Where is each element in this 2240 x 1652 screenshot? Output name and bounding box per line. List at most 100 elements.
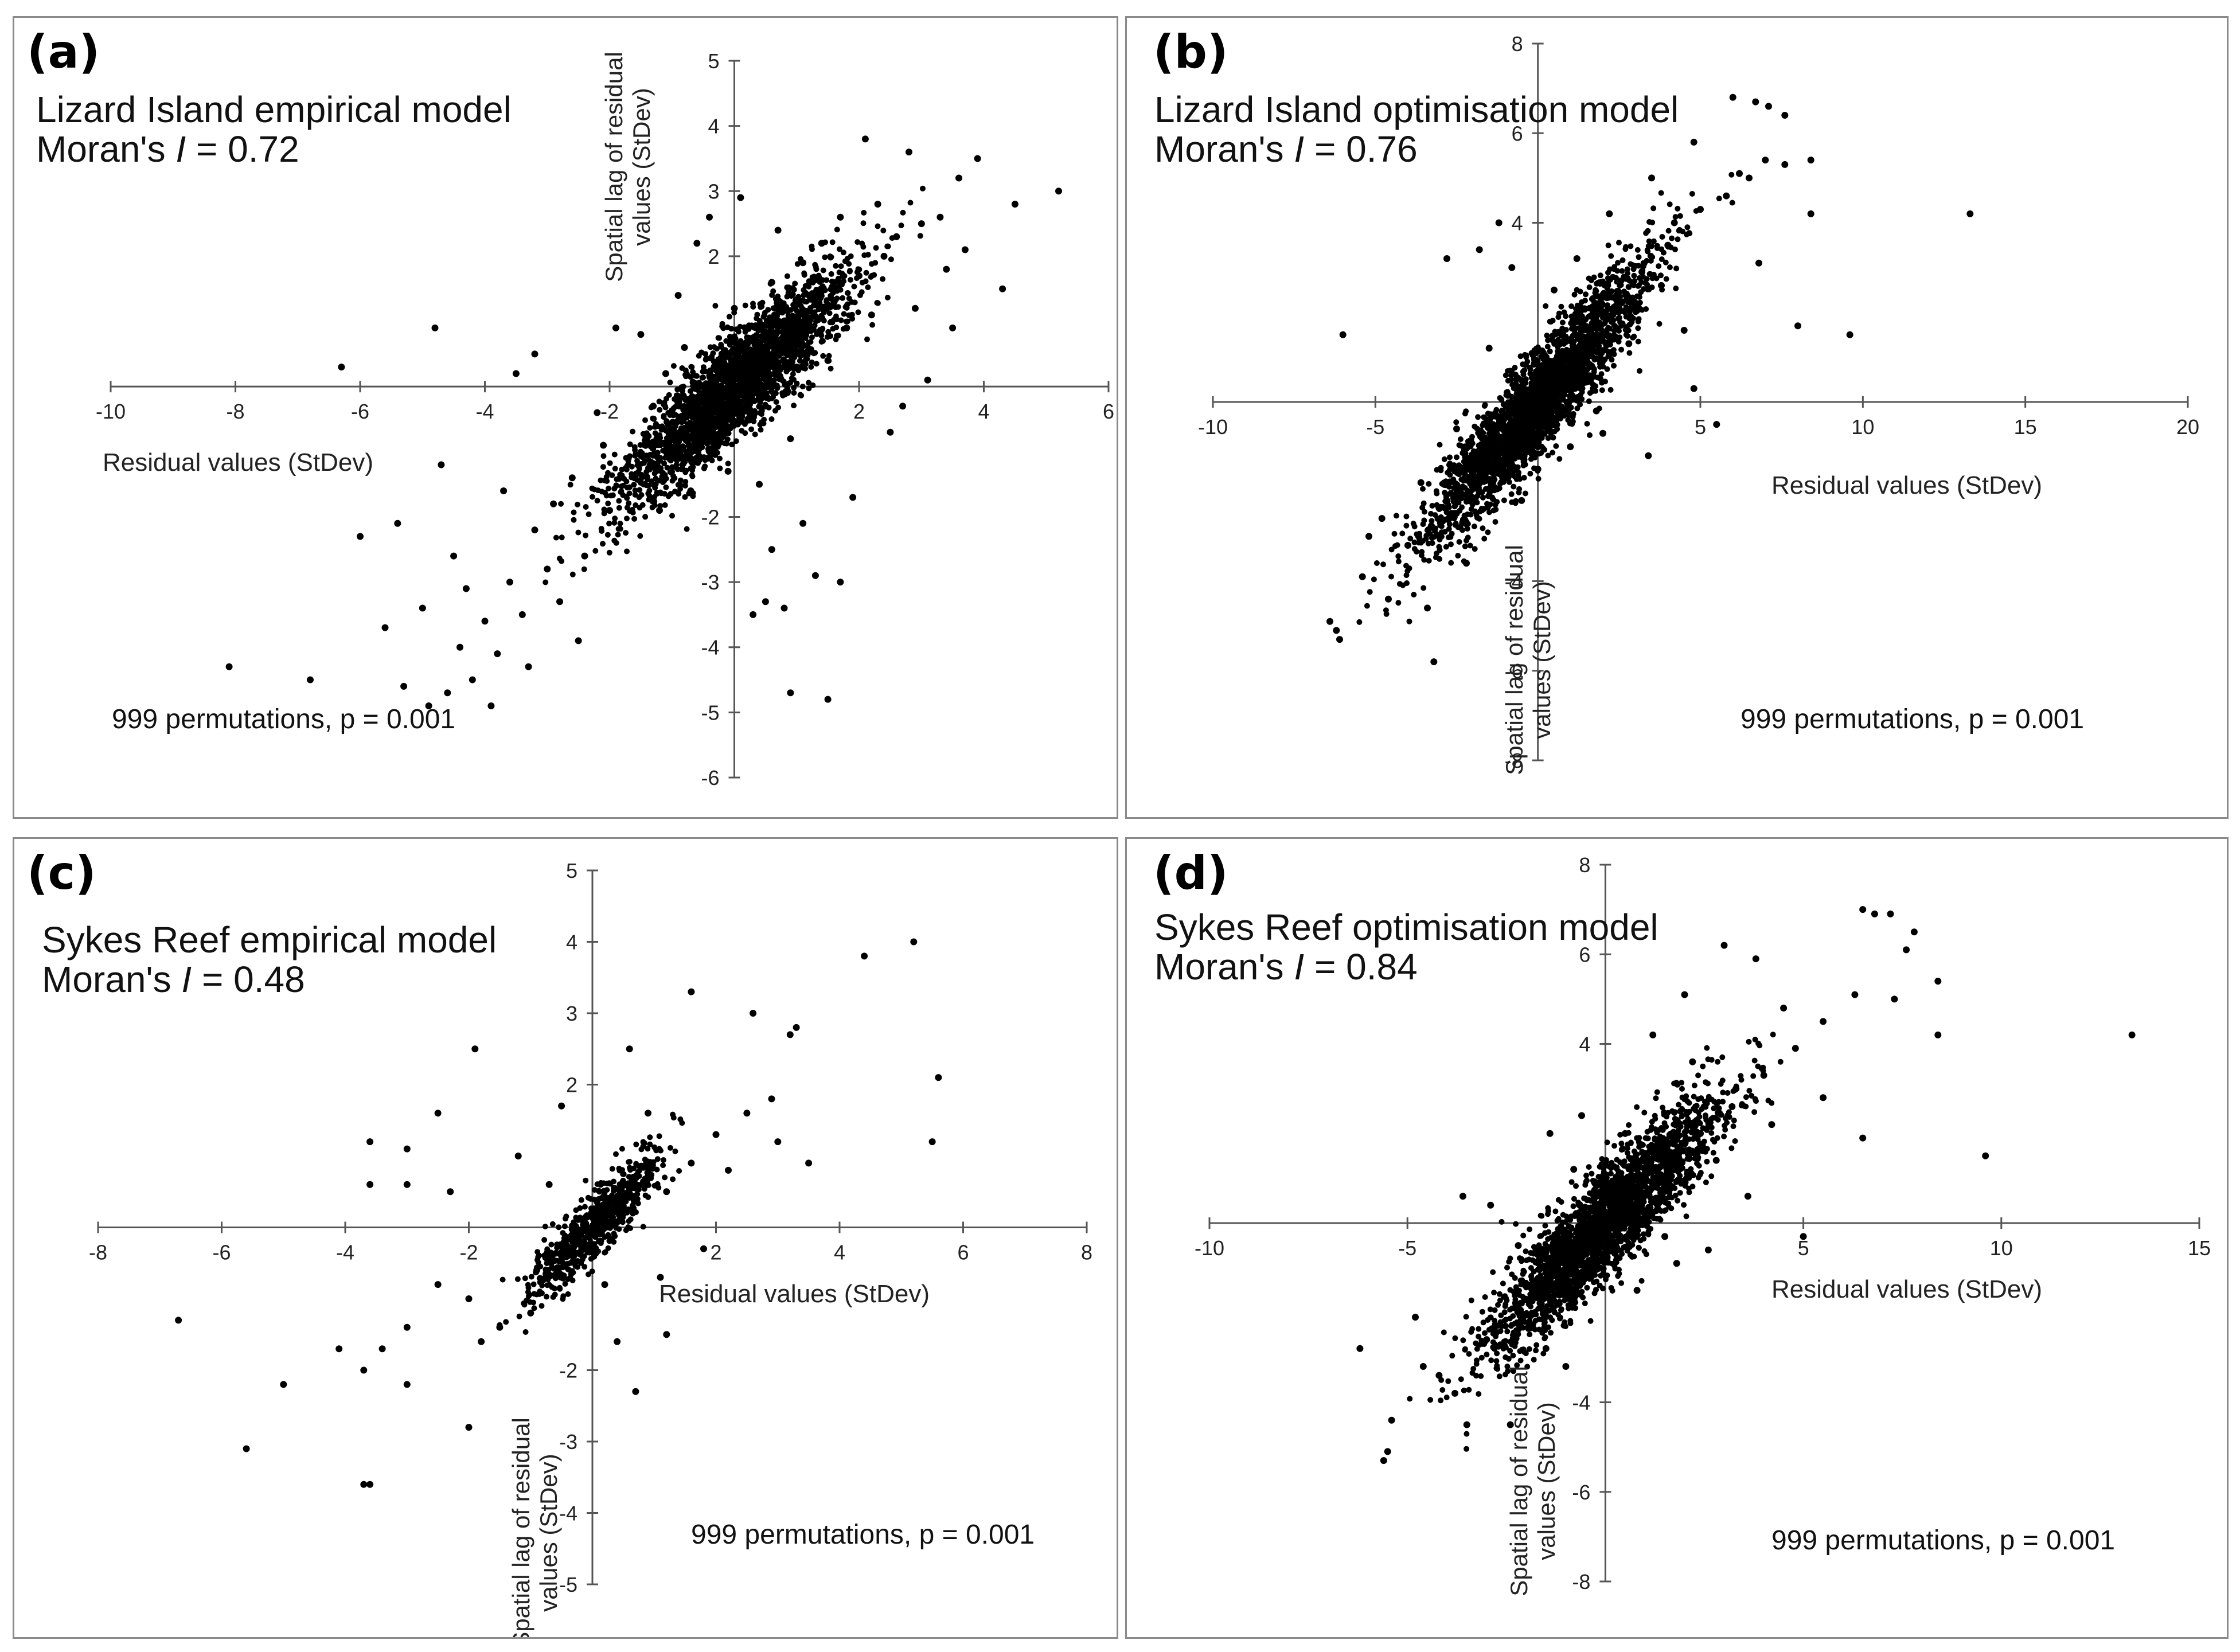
cloud-dot [838, 317, 844, 323]
y-tick-label: 3 [708, 179, 719, 203]
cloud-dot [1373, 560, 1380, 566]
cloud-dot [744, 377, 750, 383]
cloud-dot [618, 489, 624, 495]
cloud-dot [813, 287, 819, 293]
cloud-dot [695, 431, 701, 438]
cloud-dot [794, 261, 801, 267]
permutations-note-a: 999 permutations, p = 0.001 [112, 704, 456, 735]
cloud-dot [1618, 323, 1624, 329]
scatter-point [868, 311, 875, 319]
cloud-dot [798, 392, 805, 399]
scatter-point [811, 572, 819, 579]
cloud-dot [751, 347, 757, 353]
cloud-dot [768, 385, 775, 392]
cloud-dot [774, 385, 781, 391]
y-tick-label: 5 [708, 49, 719, 73]
cloud-dot [801, 361, 806, 368]
cloud-dot [784, 294, 790, 300]
cloud-dot [653, 423, 659, 428]
cloud-dot [730, 346, 736, 352]
cloud-dot [821, 318, 827, 324]
cloud-dot [828, 254, 834, 260]
cloud-dot [1650, 205, 1657, 212]
scatter-point [525, 663, 532, 670]
cloud-dot [1464, 526, 1470, 532]
cloud-dot [808, 364, 814, 370]
cloud-dot [1578, 377, 1585, 383]
cloud-dot [1501, 497, 1507, 503]
cloud-dot [629, 463, 635, 470]
cloud-dot [737, 356, 743, 362]
cloud-dot [1605, 302, 1610, 308]
cloud-dot [755, 367, 760, 373]
cloud-dot [630, 428, 636, 435]
cloud-dot [1448, 510, 1454, 516]
cloud-dot [732, 404, 738, 411]
cloud-dot [1571, 327, 1578, 333]
cloud-dot [543, 579, 549, 585]
cloud-dot [1565, 417, 1571, 423]
cloud-dot [761, 357, 767, 363]
cloud-dot [865, 252, 871, 258]
scatter-point [830, 298, 838, 306]
cloud-dot [806, 278, 812, 284]
cloud-dot [776, 376, 782, 382]
cloud-dot [1443, 494, 1449, 501]
scatter-point [806, 318, 813, 325]
cloud-dot [815, 315, 821, 321]
cloud-dot [1628, 243, 1634, 249]
cloud-dot [1461, 491, 1468, 498]
cloud-dot [803, 290, 809, 296]
cloud-dot [1492, 519, 1498, 525]
cloud-dot [611, 486, 618, 492]
cloud-dot [820, 353, 826, 359]
scatter-point [581, 552, 588, 560]
x-tick-label: 10 [1851, 415, 1874, 439]
cloud-dot [656, 399, 662, 405]
cloud-dot [791, 385, 797, 391]
cloud-dot [778, 323, 784, 330]
cloud-dot [716, 395, 722, 401]
cloud-dot [710, 366, 716, 372]
cloud-dot [705, 454, 712, 460]
cloud-dot [840, 273, 846, 279]
cloud-dot [1576, 337, 1582, 342]
cloud-dot [1429, 518, 1435, 524]
scatter-point [887, 428, 894, 436]
cloud-dot [661, 426, 668, 432]
cloud-dot [707, 344, 713, 350]
cloud-dot [658, 442, 664, 448]
cloud-dot [719, 399, 725, 405]
cloud-dot [1669, 235, 1675, 241]
cloud-dot [669, 407, 674, 413]
cloud-dot [766, 319, 772, 325]
cloud-dot [1535, 475, 1542, 482]
cloud-dot [559, 534, 565, 541]
cloud-dot [695, 439, 701, 445]
scatter-point [731, 304, 738, 312]
cloud-dot [684, 451, 690, 458]
cloud-dot [1716, 196, 1722, 202]
cloud-dot [1728, 171, 1735, 178]
scatter-point [444, 689, 451, 697]
cloud-dot [1480, 494, 1486, 501]
scatter-point [612, 324, 619, 331]
cloud-dot [739, 413, 746, 420]
cloud-dot [674, 386, 681, 393]
scatter-point [799, 520, 807, 527]
cloud-dot [1579, 385, 1586, 392]
scatter-point [431, 324, 439, 331]
cloud-dot [769, 292, 775, 298]
cloud-dot [789, 358, 794, 364]
cloud-dot [1521, 475, 1527, 481]
cloud-dot [1598, 376, 1604, 382]
cloud-dot [742, 324, 748, 330]
scatter-point [818, 240, 825, 247]
cloud-dot [1658, 272, 1664, 279]
cloud-dot [682, 494, 688, 500]
cloud-dot [746, 322, 752, 329]
cloud-dot [673, 423, 678, 429]
cloud-dot [791, 354, 798, 361]
cloud-dot [612, 466, 618, 472]
cloud-dot [757, 301, 763, 307]
